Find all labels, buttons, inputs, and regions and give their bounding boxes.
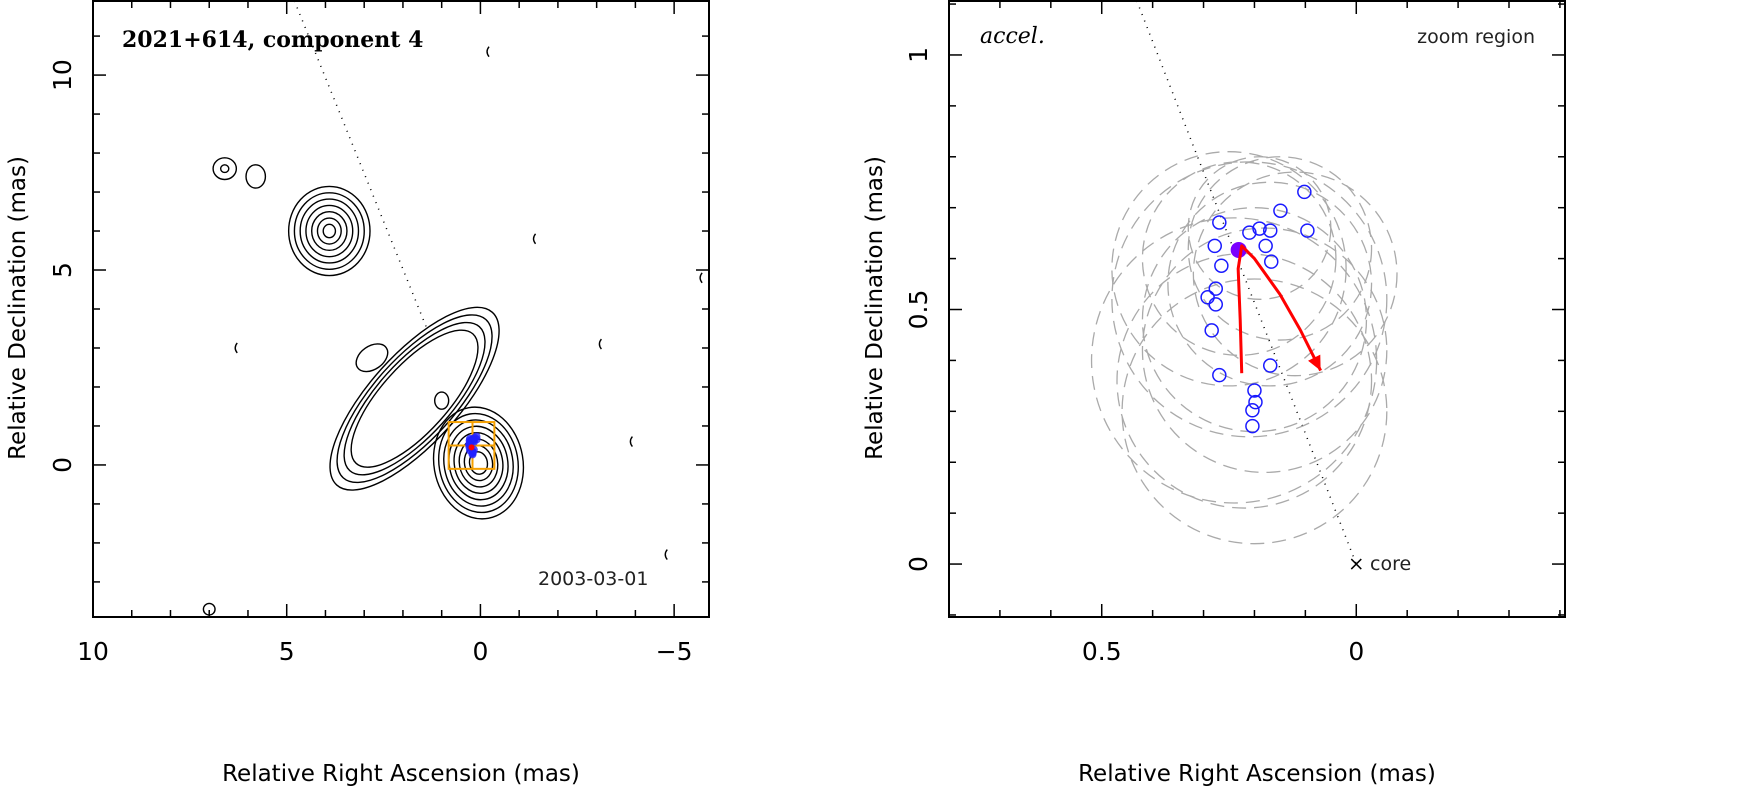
component-size-circle	[1111, 151, 1347, 387]
left-title: 2021+614, component 4	[122, 27, 423, 53]
component-position-circle	[1212, 215, 1227, 230]
contour	[310, 211, 348, 252]
contour	[443, 419, 514, 507]
contour	[245, 164, 267, 189]
jet-axis-dotted-line	[293, 0, 431, 337]
core-label: core	[1370, 553, 1411, 575]
y-tick-label: 10	[48, 59, 77, 91]
component-size-circle	[1187, 156, 1332, 300]
y-tick-label: 0	[48, 457, 77, 473]
contour	[432, 406, 525, 520]
x-tick-label: 0	[472, 637, 488, 666]
right-ylabel: Relative Declination (mas)	[862, 156, 888, 460]
contour	[287, 185, 371, 277]
component-position-circle	[1207, 238, 1222, 254]
component-size-circles	[1090, 151, 1398, 545]
component-position-circle	[1214, 258, 1229, 273]
contour	[329, 306, 500, 491]
x-tick-label: 5	[279, 637, 295, 666]
contour-fragment	[629, 436, 633, 447]
left-panel-map: 10 5 0 −5 10 5 0	[48, 0, 710, 666]
component-size-circle	[1192, 171, 1398, 377]
component-position-circle	[1212, 367, 1227, 383]
acceleration-track	[1236, 244, 1322, 374]
acceleration-marker	[468, 444, 475, 451]
left-xlabel: Relative Right Ascension (mas)	[222, 761, 580, 787]
component-position-circle	[1264, 254, 1279, 269]
contour-fragment	[598, 338, 602, 350]
component-position-circle	[1273, 203, 1288, 218]
contour-fragment	[664, 549, 668, 561]
x-tick-label: 0	[1348, 637, 1364, 666]
contour	[293, 192, 365, 270]
contour	[437, 412, 519, 514]
right-panel-zoom: 0.5 0 1 0.5 0	[904, 0, 1566, 666]
component-position-circle	[1245, 403, 1260, 418]
component-position-circle	[1262, 358, 1278, 373]
left-ylabel: Relative Declination (mas)	[5, 156, 31, 460]
component-size-circle	[1111, 161, 1388, 438]
contour	[212, 157, 238, 181]
right-xlabel: Relative Right Ascension (mas)	[1078, 761, 1436, 787]
y-tick-label: 0	[904, 556, 933, 572]
contour-fragment	[532, 233, 537, 245]
y-tick-label: 5	[48, 262, 77, 278]
component-position-circle	[1300, 223, 1315, 238]
x-tick-label: 0.5	[1082, 637, 1122, 666]
plot-frame	[948, 0, 1566, 618]
component-position-circle	[1208, 281, 1224, 296]
contour	[322, 223, 337, 239]
component-size-circle	[1167, 181, 1373, 387]
component-position-circle	[1258, 238, 1273, 254]
component-position-circle	[1297, 184, 1312, 200]
component-position-circle	[1204, 323, 1219, 338]
contour	[202, 602, 216, 616]
component-position-marker	[468, 450, 477, 459]
x-tick-label: −5	[656, 637, 693, 666]
component-position-circle	[1252, 221, 1267, 236]
component-size-circle	[1187, 156, 1373, 341]
contour	[434, 391, 450, 410]
contour	[343, 321, 486, 476]
contours	[202, 46, 703, 616]
contour	[219, 164, 230, 174]
contour-fragment	[234, 342, 238, 354]
component-position-circle	[1248, 394, 1263, 410]
contour-fragment	[486, 46, 490, 58]
component-position-circle	[1242, 225, 1257, 240]
component-position-circle	[1208, 297, 1224, 312]
component-position-circle	[1245, 418, 1260, 434]
component-size-circle	[1116, 252, 1373, 509]
component-size-circle	[1090, 217, 1378, 504]
component-position-circle	[1247, 383, 1262, 398]
contour	[299, 198, 360, 264]
accel-label: accel.	[980, 24, 1045, 49]
contour	[350, 329, 479, 468]
component-size-circle	[1141, 161, 1337, 356]
contour	[316, 217, 342, 245]
epoch-label: 2003-03-01	[538, 568, 648, 590]
component-size-circle	[1121, 278, 1388, 545]
component-size-circle	[1141, 207, 1368, 433]
contour	[355, 343, 389, 373]
component-position-circle	[1262, 223, 1278, 238]
zoom-region-label: zoom region	[1417, 26, 1535, 48]
arrowhead-icon	[1308, 354, 1321, 371]
jet-axis-dotted-line	[1136, 0, 1357, 565]
core-cross-icon	[1350, 558, 1362, 570]
component-position-circle	[1200, 290, 1215, 305]
contour-fragment	[699, 272, 703, 284]
y-tick-label: 0.5	[904, 290, 933, 330]
y-tick-label: 1	[904, 47, 933, 63]
plot-frame	[92, 0, 710, 618]
contour	[336, 314, 493, 484]
contour	[305, 204, 354, 258]
x-tick-label: 10	[77, 637, 109, 666]
